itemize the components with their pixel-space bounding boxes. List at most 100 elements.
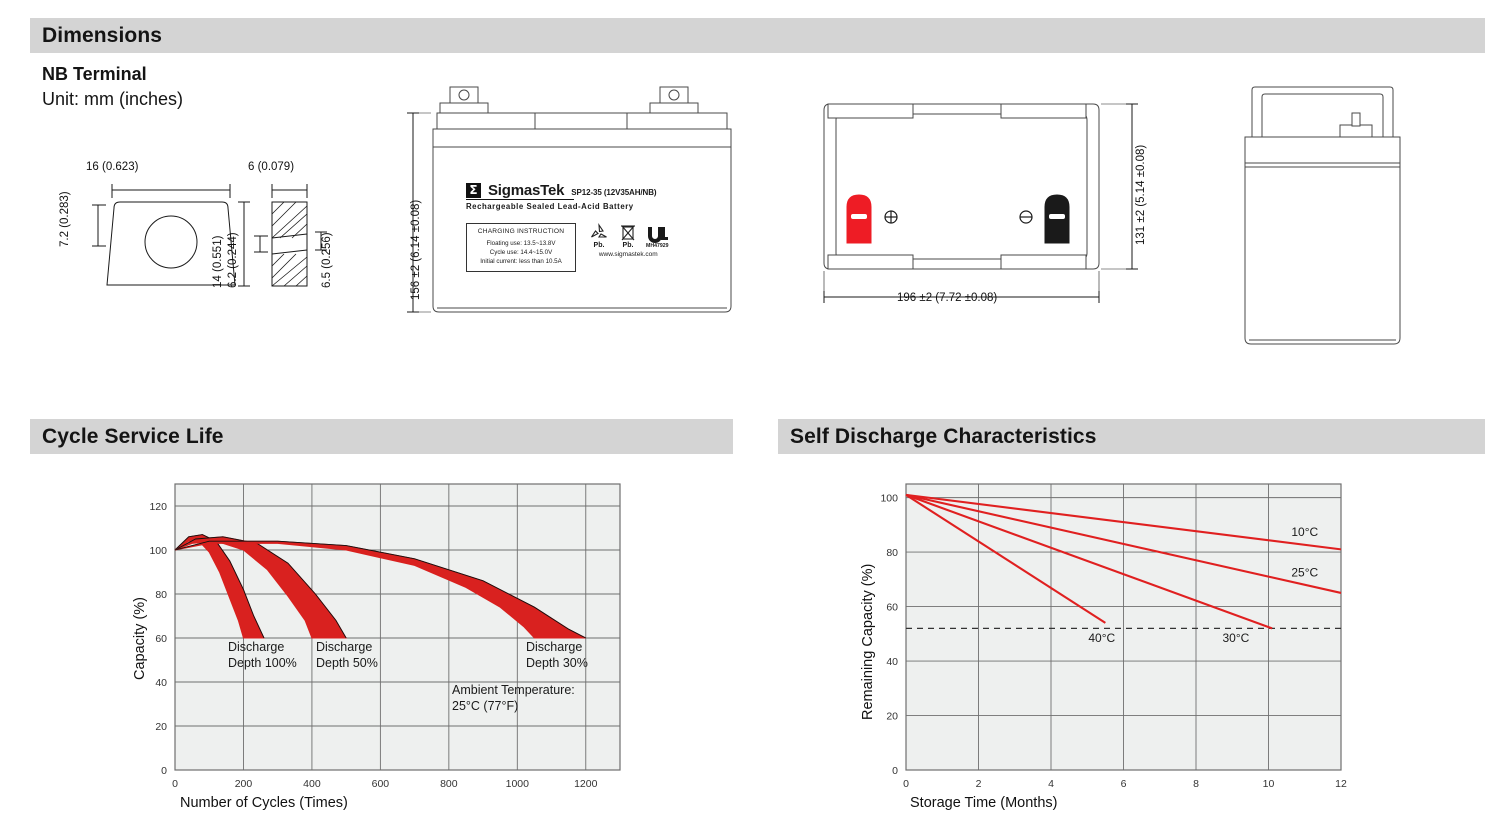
svg-text:800: 800 bbox=[440, 778, 458, 790]
dim-terminal-inner-height: 6.2 (0.244) bbox=[227, 232, 239, 288]
section-title-dimensions: Dimensions bbox=[42, 23, 163, 47]
chart-self-discharge: 0 2 4 6 8 10 12 0 20 40 60 80 100 10°C 25°C 30°C 40°C R… bbox=[860, 483, 1347, 811]
svg-text:1000: 1000 bbox=[506, 778, 530, 790]
svg-text:40: 40 bbox=[155, 677, 167, 689]
svg-text:25°C: 25°C bbox=[1291, 566, 1318, 580]
cycle-series-label-50-line2: Depth 50% bbox=[316, 656, 378, 670]
recycle-pb-text: Pb. bbox=[593, 242, 605, 249]
brand-row: Σ SigmasTek SP12-35 (12V35AH/NB) bbox=[466, 183, 681, 198]
self-discharge-x-axis-title: Storage Time (Months) bbox=[910, 795, 1057, 811]
svg-text:0: 0 bbox=[903, 778, 909, 790]
charging-instruction-box: CHARGING INSTRUCTION Floating use: 13.5~… bbox=[466, 223, 576, 272]
dim-terminal-height: 14 (0.551) bbox=[212, 235, 224, 288]
battery-side-body bbox=[1244, 166, 1401, 345]
svg-text:80: 80 bbox=[155, 589, 167, 601]
terminal-type-title: NB Terminal bbox=[42, 64, 147, 84]
terminal-front-outline bbox=[106, 201, 236, 286]
brand-underline bbox=[466, 199, 574, 200]
cycle-series-label-100-line2: Depth 100% bbox=[228, 656, 297, 670]
cycle-series-label-50-line1: Discharge bbox=[316, 640, 372, 654]
svg-text:10°C: 10°C bbox=[1291, 525, 1318, 539]
polarity-plus-icon bbox=[884, 210, 898, 224]
svg-text:1200: 1200 bbox=[574, 778, 598, 790]
svg-text:0: 0 bbox=[161, 765, 167, 777]
battery-label: Σ SigmasTek SP12-35 (12V35AH/NB) Recharg… bbox=[466, 183, 681, 272]
dim-terminal-thickness: 6 (0.079) bbox=[248, 161, 295, 173]
cycle-y-axis-title: Capacity (%) bbox=[132, 597, 148, 680]
svg-text:60: 60 bbox=[886, 602, 898, 614]
terminal-unit-note: Unit: mm (inches) bbox=[42, 89, 184, 109]
svg-text:100: 100 bbox=[880, 493, 898, 505]
bin-pb-text: Pb. bbox=[622, 242, 634, 249]
brand-name: SigmasTek bbox=[488, 182, 565, 199]
self-discharge-series-lines bbox=[905, 493, 1342, 630]
battery-tagline: Rechargeable Sealed Lead-Acid Battery bbox=[466, 202, 634, 211]
cycle-series-label-30-line1: Discharge bbox=[526, 640, 582, 654]
self-discharge-series-labels: 10°C 25°C 30°C 40°C bbox=[1088, 525, 1318, 645]
ul-file-number: MH47929 bbox=[646, 243, 669, 249]
self-discharge-tick-labels: 0 2 4 6 8 10 12 0 20 40 60 80 100 bbox=[880, 493, 1347, 790]
terminal-hole bbox=[144, 215, 198, 269]
section-header-dimensions: Dimensions bbox=[30, 18, 1485, 53]
svg-text:30°C: 30°C bbox=[1222, 631, 1249, 645]
svg-text:100: 100 bbox=[149, 545, 167, 557]
ul-icon bbox=[648, 227, 668, 243]
battery-top-view bbox=[823, 103, 1138, 303]
do-not-dispose-mark: Pb. bbox=[619, 223, 637, 249]
battery-model: SP12-35 (12V35AH/NB) bbox=[571, 188, 657, 197]
svg-text:8: 8 bbox=[1193, 778, 1199, 790]
dim-battery-depth: 131 ±2 (5.14 ±0.08) bbox=[1135, 144, 1147, 245]
svg-text:4: 4 bbox=[1048, 778, 1054, 790]
cycle-ambient-temp-line2: 25°C (77°F) bbox=[452, 699, 518, 713]
svg-text:200: 200 bbox=[235, 778, 253, 790]
dim-terminal-outer-height: 6.5 (0.256) bbox=[321, 232, 333, 288]
ul-mark: MH47929 bbox=[646, 224, 669, 249]
section-header-self-discharge: Self Discharge Characteristics bbox=[778, 419, 1485, 454]
svg-text:2: 2 bbox=[976, 778, 982, 790]
cycle-ambient-temp-line1: Ambient Temperature: bbox=[452, 683, 575, 697]
self-discharge-gridlines bbox=[906, 484, 1341, 770]
polarity-minus-icon bbox=[1019, 210, 1033, 224]
svg-text:20: 20 bbox=[886, 711, 898, 723]
svg-text:80: 80 bbox=[886, 547, 898, 559]
svg-text:60: 60 bbox=[155, 633, 167, 645]
section-header-cycle-service-life: Cycle Service Life bbox=[30, 419, 733, 454]
charging-line-cycle: Cycle use: 14.4~15.0V bbox=[489, 248, 553, 256]
svg-text:40: 40 bbox=[886, 656, 898, 668]
svg-text:400: 400 bbox=[303, 778, 321, 790]
svg-text:0: 0 bbox=[172, 778, 178, 790]
dim-battery-height: 156 ±2 (6.14 ±0.08) bbox=[410, 199, 422, 300]
battery-website: www.sigmastek.com bbox=[598, 251, 658, 258]
svg-text:120: 120 bbox=[149, 501, 167, 513]
charging-line-initial: Initial current: less than 10.5A bbox=[480, 257, 562, 265]
recycle-icon bbox=[591, 222, 607, 238]
crossed-bin-icon bbox=[621, 225, 635, 241]
section-title-cycle-service-life: Cycle Service Life bbox=[42, 424, 224, 448]
recycle-mark: Pb. bbox=[588, 222, 610, 249]
battery-vent-cap bbox=[1339, 124, 1373, 138]
cycle-data-bands bbox=[174, 534, 586, 639]
terminal-side-outline bbox=[271, 201, 308, 287]
sigma-logo-icon: Σ bbox=[466, 183, 481, 198]
svg-text:10: 10 bbox=[1263, 778, 1275, 790]
section-title-self-discharge: Self Discharge Characteristics bbox=[790, 424, 1097, 448]
cycle-series-label-30-line2: Depth 30% bbox=[526, 656, 588, 670]
svg-text:12: 12 bbox=[1335, 778, 1347, 790]
svg-text:0: 0 bbox=[892, 765, 898, 777]
dim-terminal-hole-height: 7.2 (0.283) bbox=[59, 191, 71, 247]
svg-text:6: 6 bbox=[1121, 778, 1127, 790]
battery-side-view bbox=[1244, 86, 1401, 345]
negative-terminal bbox=[1044, 194, 1070, 244]
self-discharge-y-axis-title: Remaining Capacity (%) bbox=[860, 564, 876, 720]
svg-text:20: 20 bbox=[155, 721, 167, 733]
charging-instruction-title: CHARGING INSTRUCTION bbox=[477, 228, 565, 235]
cycle-tick-labels: 0 200 400 600 800 1000 1200 0 20 40 60 80 100 120 bbox=[149, 501, 597, 790]
certification-marks: Pb. Pb. bbox=[588, 222, 669, 249]
dim-battery-width: 196 ±2 (7.72 ±0.08) bbox=[897, 292, 998, 304]
dim-terminal-width: 16 (0.623) bbox=[86, 161, 139, 173]
svg-text:40°C: 40°C bbox=[1088, 631, 1115, 645]
svg-text:600: 600 bbox=[372, 778, 390, 790]
charging-line-floating: Floating use: 13.5~13.8V bbox=[486, 239, 556, 247]
chart-cycle-service-life: 0 200 400 600 800 1000 1200 0 20 40 60 80 100 120 Dis… bbox=[132, 483, 621, 811]
positive-terminal bbox=[846, 194, 872, 244]
